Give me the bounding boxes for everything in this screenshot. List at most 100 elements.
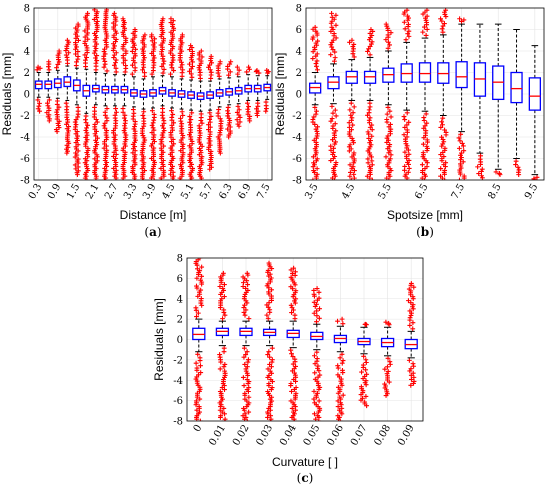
outlier-high xyxy=(225,64,231,69)
outlier-high xyxy=(73,51,78,57)
outlier-low xyxy=(479,169,484,174)
outlier-high xyxy=(383,21,389,27)
outlier-low xyxy=(180,113,186,118)
x-tick-label: 0.05 xyxy=(302,423,323,448)
outlier-high xyxy=(351,46,356,52)
outlier-high xyxy=(55,62,61,67)
outlier-low xyxy=(84,125,89,131)
outlier-high xyxy=(75,54,81,59)
outlier-high xyxy=(244,69,250,75)
outlier-high xyxy=(369,39,375,45)
panel-b-spotsize: -8 -6 -4 -2 0 2 4 6 8 3.5 4.5 5.5 6.5 7.5 8.5 9.5 Spotsi… xyxy=(273,4,545,239)
outlier-high xyxy=(195,310,201,316)
outlier-high xyxy=(289,305,295,311)
outlier-high xyxy=(407,315,413,321)
outlier-high xyxy=(151,55,157,61)
outlier-high xyxy=(329,24,335,30)
box-8.5 xyxy=(492,23,505,178)
outlier-high xyxy=(424,8,430,13)
outlier-low xyxy=(141,123,147,129)
outlier-high xyxy=(199,54,205,60)
outlier-low xyxy=(72,119,78,125)
outlier-low xyxy=(132,124,137,129)
outlier-high xyxy=(120,53,126,58)
y-axis-label: Residuals [mm] xyxy=(152,298,166,381)
outlier-low xyxy=(329,103,335,109)
outlier-low xyxy=(312,353,317,359)
outlier-high xyxy=(330,47,336,52)
outlier-low xyxy=(421,118,427,123)
outlier-low xyxy=(159,112,165,118)
outlier-high xyxy=(438,16,443,22)
outlier-high xyxy=(385,45,391,51)
outlier-high xyxy=(92,48,98,54)
outlier-low xyxy=(37,108,42,114)
outlier-high xyxy=(180,67,186,73)
outlier-low xyxy=(422,123,428,129)
outlier-low xyxy=(83,117,88,123)
outlier-high xyxy=(310,56,316,61)
outlier-low xyxy=(218,415,223,420)
box-0.01 xyxy=(215,270,230,421)
outlier-high xyxy=(246,64,252,70)
outlier-high xyxy=(169,65,175,71)
outlier-low xyxy=(161,173,167,179)
box-9 xyxy=(510,29,523,178)
outlier-high xyxy=(92,8,98,11)
outlier-high xyxy=(368,27,374,32)
outlier-low xyxy=(46,118,52,124)
outlier-high xyxy=(269,293,274,299)
outlier-low xyxy=(440,122,445,128)
box-4.2 xyxy=(158,16,167,180)
x-tick-label: 0.09 xyxy=(396,423,417,448)
outlier-low xyxy=(338,402,344,408)
outlier-low xyxy=(384,140,390,145)
box-0.6 xyxy=(44,59,53,124)
outlier-high xyxy=(314,51,320,57)
outlier-low xyxy=(159,123,165,129)
outlier-high xyxy=(56,59,62,65)
outlier-low xyxy=(187,119,193,125)
outlier-low xyxy=(207,117,213,122)
outlier-low xyxy=(151,177,157,180)
outlier-low xyxy=(122,134,128,140)
outlier-low xyxy=(198,118,204,123)
outlier-low xyxy=(408,382,414,388)
outlier-low xyxy=(198,177,204,180)
y-tick-label: 6 xyxy=(296,25,302,36)
outlier-low xyxy=(54,129,60,135)
outlier-high xyxy=(316,295,322,301)
outlier-low xyxy=(193,360,199,366)
outlier-high xyxy=(152,36,158,42)
outlier-low xyxy=(194,367,200,373)
outlier-low xyxy=(347,173,353,179)
y-tick-label: 6 xyxy=(177,274,183,285)
outlier-high xyxy=(198,287,204,293)
box-2.7 xyxy=(110,10,119,180)
x-tick-label: 0.08 xyxy=(373,423,394,448)
outlier-low xyxy=(421,135,427,141)
outlier-high xyxy=(228,59,234,65)
outlier-low xyxy=(476,171,482,177)
outlier-low xyxy=(348,112,354,118)
y-tick-label: 4 xyxy=(24,47,30,58)
y-tick-label: -8 xyxy=(292,176,302,187)
outlier-low xyxy=(440,141,446,147)
outlier-low xyxy=(335,404,341,409)
outlier-high xyxy=(315,38,321,44)
outlier-high xyxy=(329,14,335,20)
outlier-high xyxy=(208,53,214,59)
outlier-low xyxy=(269,370,274,376)
outlier-high xyxy=(332,55,338,61)
outlier-high xyxy=(335,318,340,324)
box-4.8 xyxy=(177,32,186,180)
outlier-low xyxy=(198,370,204,376)
outlier-low xyxy=(369,177,375,180)
outlier-high xyxy=(74,44,79,50)
outlier-high xyxy=(73,25,79,31)
box-9.5 xyxy=(528,45,541,180)
outlier-low xyxy=(423,111,429,117)
box-0.02 xyxy=(239,270,253,421)
y-tick-label: -2 xyxy=(20,111,30,122)
